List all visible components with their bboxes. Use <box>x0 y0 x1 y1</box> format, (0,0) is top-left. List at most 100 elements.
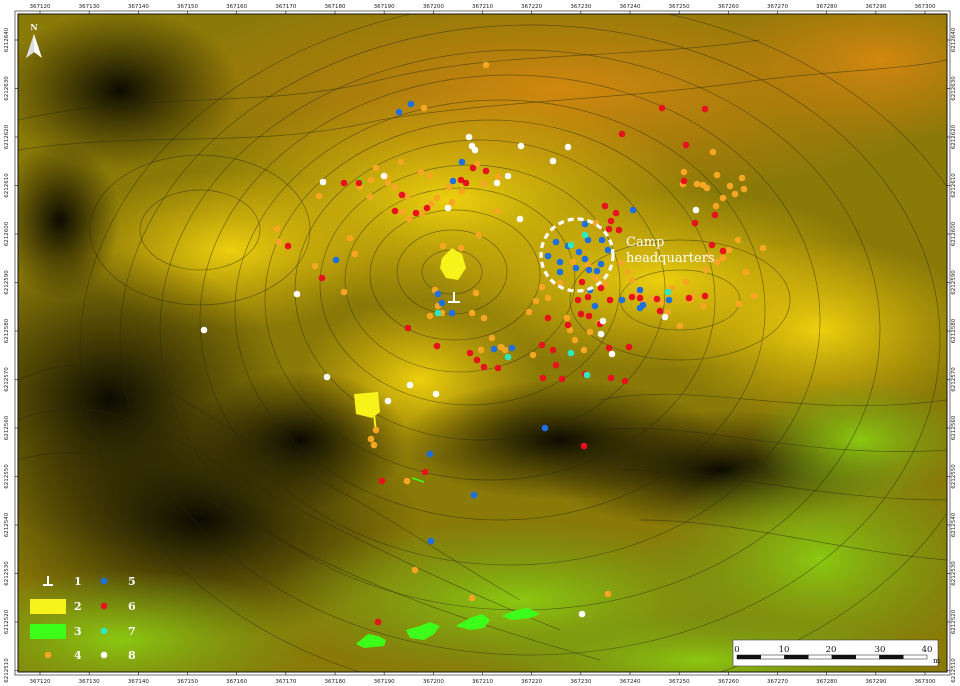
scale-label-0: 0 <box>734 645 739 655</box>
find-point-orange <box>693 180 701 188</box>
green-areas <box>356 177 540 648</box>
find-point-orange <box>372 426 380 434</box>
find-point-blue <box>581 220 589 228</box>
find-point-orange <box>750 292 758 300</box>
find-point-red <box>658 104 666 112</box>
x-tick-bottom-label: 367280 <box>816 679 837 685</box>
find-point-orange <box>433 194 441 202</box>
find-point-blue <box>581 255 589 263</box>
x-tick-bottom-label: 367160 <box>226 679 247 685</box>
find-point-orange <box>468 309 476 317</box>
y-tick-right-label: 6212590 <box>951 270 957 295</box>
find-point-orange <box>475 231 483 239</box>
find-point-orange <box>699 181 707 189</box>
scale-label-20: 20 <box>826 645 837 655</box>
find-point-orange <box>493 207 501 215</box>
find-point-orange <box>405 215 413 223</box>
find-point-orange <box>731 190 739 198</box>
legend-dot-icon <box>44 651 52 659</box>
find-point-red <box>701 292 709 300</box>
find-point-white <box>380 172 388 180</box>
x-tick-top-label: 367270 <box>767 4 788 10</box>
find-point-orange <box>532 297 540 305</box>
find-point-red <box>636 294 644 302</box>
x-tick-top-label: 367290 <box>865 4 886 10</box>
find-point-red <box>607 374 615 382</box>
find-point-orange <box>367 435 375 443</box>
find-point-orange <box>705 252 713 260</box>
find-point-red <box>628 293 636 301</box>
find-point-red <box>621 377 629 385</box>
find-point-red <box>538 341 546 349</box>
north-label: N <box>30 22 37 32</box>
legend-item-5: 5 <box>100 575 136 588</box>
find-point-orange <box>709 148 717 156</box>
legend-item-4: 4 <box>44 649 82 662</box>
find-point-blue <box>434 290 442 298</box>
find-point-red <box>398 191 406 199</box>
find-point-orange <box>538 283 546 291</box>
find-point-red <box>719 247 727 255</box>
find-point-white <box>432 390 440 398</box>
x-tick-bottom-label: 367220 <box>521 679 542 685</box>
find-point-red <box>691 219 699 227</box>
y-tick-right-label: 6212610 <box>951 173 957 198</box>
find-point-orange <box>315 192 323 200</box>
find-point-red <box>601 202 609 210</box>
find-point-orange <box>725 246 733 254</box>
legend-item-2: 2 <box>30 599 82 614</box>
legend-dot-icon <box>100 577 108 585</box>
legend: 1 2 3 4 5 6 7 8 <box>30 575 136 662</box>
x-axis-top: 367120 367130 367140 367150 367160 367170 3671… <box>30 4 936 14</box>
find-point-red <box>585 312 593 320</box>
find-point-red <box>574 296 582 304</box>
find-point-white <box>578 610 586 618</box>
find-point-white <box>516 215 524 223</box>
x-tick-top-label: 367280 <box>816 4 837 10</box>
find-point-red <box>469 164 477 172</box>
y-tick-left-label: 6212620 <box>4 124 10 149</box>
find-point-orange <box>657 299 665 307</box>
legend-dot-icon <box>100 602 108 610</box>
post-marker-icon <box>448 292 460 303</box>
find-point-orange <box>742 268 750 276</box>
legend-number: 4 <box>74 649 82 662</box>
find-point-orange <box>501 346 509 354</box>
find-point-white <box>692 206 700 214</box>
y-tick-right-label: 6212580 <box>951 318 957 343</box>
x-tick-top-label: 367240 <box>620 4 641 10</box>
find-point-orange <box>311 262 319 270</box>
find-point-orange <box>426 172 434 180</box>
x-tick-bottom-label: 367200 <box>423 679 444 685</box>
y-tick-right-label: 6212600 <box>951 221 957 246</box>
find-point-orange <box>494 173 502 181</box>
y-tick-left-label: 6212590 <box>4 270 10 295</box>
scale-label-40: 40 <box>922 645 933 655</box>
green-area-3 <box>456 614 490 630</box>
find-point-orange <box>584 261 592 269</box>
find-point-blue <box>598 236 606 244</box>
find-point-orange <box>403 192 411 200</box>
find-point-red <box>578 278 586 286</box>
y-tick-right-label: 6212540 <box>951 512 957 537</box>
find-point-orange <box>544 294 552 302</box>
x-tick-bottom-label: 367130 <box>79 679 100 685</box>
green-area-2 <box>406 622 440 640</box>
x-tick-top-label: 367160 <box>226 4 247 10</box>
find-point-blue <box>508 344 516 352</box>
find-point-orange <box>713 171 721 179</box>
find-point-orange <box>457 244 465 252</box>
find-point-red <box>433 342 441 350</box>
find-point-red <box>482 167 490 175</box>
x-tick-top-label: 367120 <box>30 4 51 10</box>
x-axis-bottom: 367120 367130 367140 367150 367160 367170 3671… <box>30 672 936 685</box>
find-point-orange <box>604 590 612 598</box>
scale-unit: m <box>933 656 940 665</box>
find-point-red <box>605 225 613 233</box>
y-axis-left: 6212640 6212630 6212620 6212610 6212600 62125… <box>4 27 18 683</box>
find-point-orange <box>417 168 425 176</box>
y-tick-left-label: 6212630 <box>4 76 10 101</box>
find-point-blue <box>636 304 644 312</box>
find-point-orange <box>411 566 419 574</box>
find-point-white <box>599 317 607 325</box>
